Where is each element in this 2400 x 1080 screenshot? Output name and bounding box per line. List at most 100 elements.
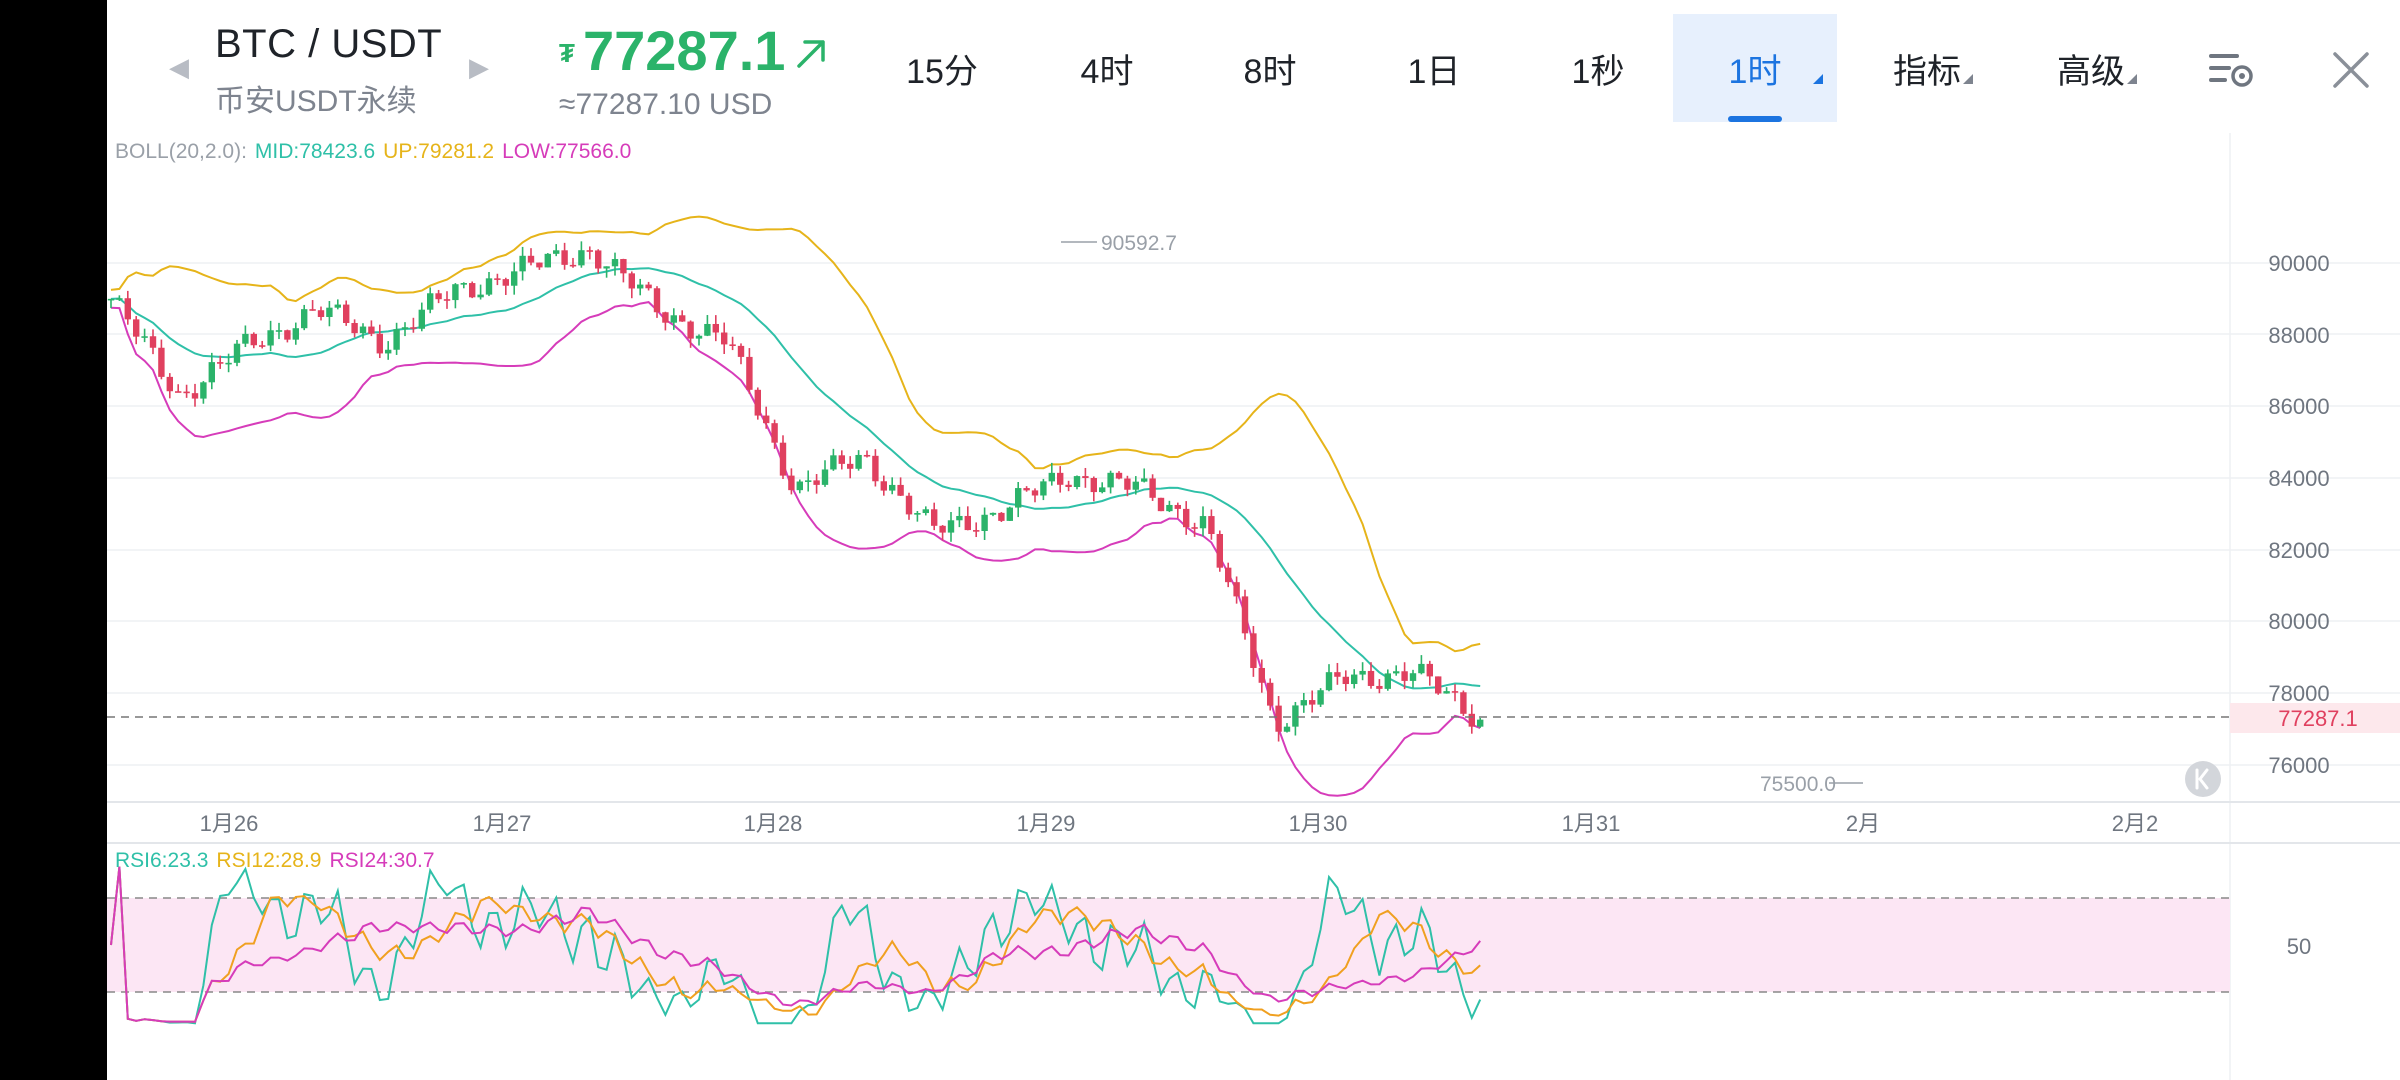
pair-title[interactable]: BTC / USDT [215,22,443,66]
candle [301,304,308,331]
candle [771,419,778,449]
candle [905,492,913,520]
candle [712,315,719,342]
tab-1s[interactable]: 1秒 [1543,14,1653,122]
candle [653,286,661,318]
y-tick: 90000 [2268,251,2329,276]
candle [1477,717,1484,728]
candle [1115,471,1123,480]
tether-symbol: ₮ [559,38,575,68]
candle [519,246,526,281]
x-tick: 2月2 [2112,811,2158,836]
candle [544,253,551,268]
rsi-legend[interactable]: RSI6:23.3 RSI12:28.9 RSI24:30.7 [115,849,443,873]
candle [116,295,123,301]
scroll-to-latest-button[interactable] [2185,761,2221,797]
candle [1250,626,1257,677]
candle [107,298,115,309]
tab-indicators[interactable]: 指标 [1867,14,1987,122]
tab-1h[interactable]: 1时 [1673,14,1837,122]
y-tick: 80000 [2268,609,2329,634]
candle [1300,692,1307,713]
boll-upper-line [110,215,1481,653]
candle [746,348,753,394]
boll-legend[interactable]: BOLL(20,2.0): MID:78423.6 UP:79281.2 LOW:77… [115,140,639,164]
price-chart[interactable]: 77287.1 90592.7 75500.0 90000 88000 8600… [107,0,2400,1080]
candle [250,332,257,349]
candle [1351,669,1358,689]
candle [242,325,249,348]
candle [326,301,333,327]
y-tick: 82000 [2268,538,2329,563]
dropdown-corner-icon [2127,74,2137,84]
candle [368,320,375,337]
candle [1199,506,1207,537]
boll-mid-line [110,267,1481,690]
tab-label: 15分 [906,52,978,91]
candle [796,479,803,494]
candle [376,324,383,359]
candle [284,329,291,343]
candle [1031,488,1039,503]
tab-15m[interactable]: 15分 [887,14,997,122]
tab-1d[interactable]: 1日 [1379,14,1489,122]
boll-up: UP:79281.2 [383,140,495,163]
tab-advanced[interactable]: 高级 [2031,14,2151,122]
candle [1225,562,1232,588]
candle [1166,500,1173,513]
candle [1460,690,1467,716]
candle [973,522,980,538]
candle [343,300,350,326]
dropdown-corner-icon [1963,74,1973,84]
candle [166,373,173,399]
candle [527,248,535,266]
candle [1258,659,1265,693]
candle [275,322,283,340]
candle [611,252,619,276]
candle [1191,522,1198,537]
tab-label: 指标 [1893,52,1961,91]
candle [410,317,417,333]
x-tick: 1月30 [1289,811,1348,836]
candle [721,322,728,354]
candle [830,448,837,471]
candle [855,450,862,471]
candle [1174,502,1181,519]
tab-label: 高级 [2057,52,2125,91]
next-pair-icon[interactable]: ▶ [469,51,489,82]
candle [821,460,829,487]
candle [1183,501,1190,535]
candle [729,336,736,351]
candle [1317,688,1324,707]
candle [779,435,787,479]
candle [897,477,904,497]
candle [964,506,971,531]
candle [124,290,131,325]
last-price-tag [2230,703,2400,733]
candle [1090,476,1097,502]
candle [1384,669,1391,691]
close-icon[interactable] [2325,44,2377,96]
candle [805,470,812,492]
candle [1292,701,1299,736]
candle [385,341,392,360]
candle [931,502,938,531]
prev-pair-icon[interactable]: ◀ [169,51,189,82]
candle [1082,467,1089,488]
tab-8h[interactable]: 8时 [1215,14,1325,122]
candle [1132,476,1139,495]
candle [259,340,266,349]
x-tick: 2月 [1846,811,1880,836]
candle [1376,679,1383,694]
candle [267,320,274,352]
candle [225,353,232,373]
candle [200,381,207,404]
candle [1409,669,1417,688]
dropdown-corner-icon [1813,74,1823,84]
candle [763,406,770,429]
candle [1468,704,1475,734]
candle [687,320,694,348]
rsi-tick: 50 [2287,934,2311,959]
chart-settings-icon[interactable] [2205,44,2257,96]
tab-4h[interactable]: 4时 [1052,14,1162,122]
